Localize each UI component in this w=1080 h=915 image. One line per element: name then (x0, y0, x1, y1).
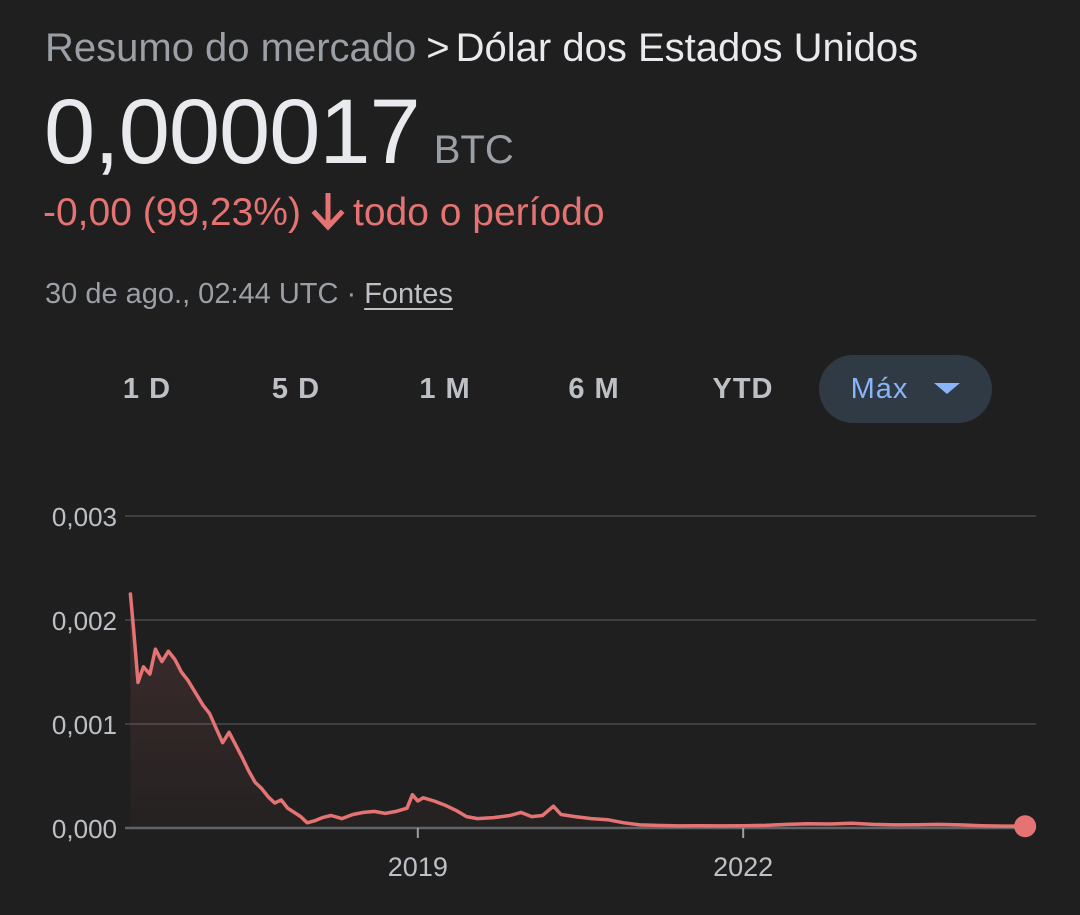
breadcrumb-current: Dólar dos Estados Unidos (455, 26, 919, 70)
price-change: -0,00 (99,23%) todo o período (43, 188, 605, 238)
breadcrumb-separator: > (426, 26, 450, 70)
price-area-fill (130, 594, 1026, 828)
timestamp: 30 de ago., 02:44 UTC · (45, 278, 357, 310)
caret-down-icon (934, 382, 961, 394)
x-tick-label: 2019 (388, 852, 448, 882)
breadcrumb-parent-link[interactable]: Resumo do mercado (45, 26, 417, 70)
change-period: todo o período (352, 191, 605, 234)
current-price-point[interactable] (1014, 815, 1037, 838)
range-tab-1m[interactable]: 1 M (395, 355, 495, 423)
change-value: -0,00 (99,23%) (43, 191, 301, 234)
range-tab-ytd[interactable]: YTD (693, 355, 793, 423)
range-tab-label: Máx (850, 373, 909, 405)
timestamp-row: 30 de ago., 02:44 UTC · Fontes (45, 275, 453, 313)
y-tick-label: 0,002 (52, 606, 117, 636)
x-tick-label: 2022 (713, 852, 773, 882)
range-tab-6m[interactable]: 6 M (544, 355, 644, 423)
y-tick-label: 0,000 (52, 814, 117, 844)
chart-svg: 0,003 0,002 0,001 0,000 2019 2022 (52, 502, 1037, 882)
price-unit: BTC (433, 128, 514, 172)
price-chart: 0,003 0,002 0,001 0,000 2019 2022 (0, 470, 1080, 910)
range-tab-label: 5 D (271, 373, 321, 405)
range-tab-max[interactable]: Máx (819, 355, 992, 423)
y-tick-label: 0,003 (52, 502, 117, 532)
range-selector: 1 D 5 D 1 M 6 M YTD Máx (75, 355, 995, 423)
range-tab-5d[interactable]: 5 D (246, 355, 346, 423)
price-value: 0,000017 (44, 81, 421, 183)
range-tab-label: 6 M (568, 373, 620, 405)
range-tab-label: 1 D (122, 373, 172, 405)
sources-link[interactable]: Fontes (364, 278, 453, 310)
range-tab-label: YTD (712, 373, 774, 405)
y-tick-label: 0,001 (52, 710, 117, 740)
range-tab-label: 1 M (419, 373, 471, 405)
breadcrumb: Resumo do mercado > Dólar dos Estados Unid… (45, 22, 918, 74)
arrow-down-icon (311, 193, 345, 231)
range-tab-1d[interactable]: 1 D (97, 355, 197, 423)
price-series-line (128, 592, 1027, 828)
price-display: 0,000017 BTC (44, 80, 514, 184)
